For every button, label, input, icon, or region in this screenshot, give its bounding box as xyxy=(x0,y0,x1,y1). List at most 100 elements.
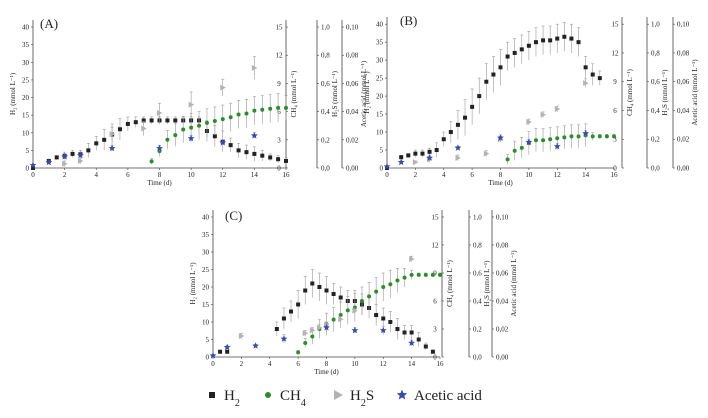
h2-point xyxy=(70,151,75,156)
acetic-point xyxy=(223,343,231,351)
ch4-series xyxy=(296,268,442,355)
acetic-tick-label: 0,08 xyxy=(346,52,359,60)
h2-point xyxy=(102,137,107,142)
ch4-series xyxy=(149,93,288,165)
h2s-point xyxy=(526,118,532,125)
ch4-point xyxy=(268,106,273,111)
h2s-tick-label: 0,2 xyxy=(321,136,330,144)
ch4-point xyxy=(244,111,249,116)
ch4-point xyxy=(173,133,178,138)
ch4-tick-label: 9 xyxy=(433,270,437,278)
h2-point xyxy=(519,47,524,52)
ch4-point xyxy=(416,272,421,277)
legend-item-h2s: H2S xyxy=(334,388,374,409)
h2-point xyxy=(512,50,517,55)
h2s-point xyxy=(141,125,147,132)
h2s-point xyxy=(338,316,344,323)
ch4-point xyxy=(374,289,379,294)
h2s-point xyxy=(109,131,116,138)
h2-tick-label: 15 xyxy=(202,301,210,309)
ch4-point xyxy=(352,305,357,310)
acetic-point xyxy=(45,158,53,166)
ch4-point xyxy=(181,127,186,132)
legend-label: H2S xyxy=(350,388,374,409)
acetic-tick-label: 0,10 xyxy=(346,24,359,32)
h2s-point xyxy=(455,154,461,161)
x-tick-label: 0 xyxy=(385,171,389,179)
h2-point xyxy=(470,104,475,109)
acetic-tick-label: 0,04 xyxy=(677,107,690,115)
h2-point xyxy=(406,153,411,158)
h2-point xyxy=(388,320,393,324)
x-axis-title: Time (d) xyxy=(488,179,513,187)
acetic-tick-label: 0,06 xyxy=(677,78,690,86)
ch4-tick-label: 6 xyxy=(433,298,437,306)
ch4-point xyxy=(204,120,209,125)
h2-point xyxy=(303,288,308,293)
h2-point xyxy=(484,79,489,84)
ch4-point xyxy=(423,272,428,277)
h2-point xyxy=(212,134,217,139)
h2-point xyxy=(569,36,574,41)
ch4-tick-label: 3 xyxy=(433,326,437,334)
ch4-point xyxy=(612,134,616,139)
h2-point xyxy=(395,327,400,331)
h2-point xyxy=(338,295,343,300)
h2-point xyxy=(399,155,404,160)
x-tick-label: 10 xyxy=(351,360,359,368)
ch4-point xyxy=(519,145,524,150)
ch4-point xyxy=(296,350,301,355)
h2s-point xyxy=(483,150,490,157)
ch4-point xyxy=(197,123,202,128)
h2-point xyxy=(274,327,279,331)
acetic-point xyxy=(29,161,37,169)
acetic-tick-label: 0,04 xyxy=(496,298,509,306)
legend: H2 CH4 H2S Acetic acid xyxy=(209,388,482,409)
h2-point xyxy=(374,313,379,317)
h2-series xyxy=(31,116,288,170)
acetic-tick-label: 0,06 xyxy=(346,80,359,88)
h2-tick-label: 25 xyxy=(202,266,210,274)
h2-tick-label: 35 xyxy=(376,39,384,47)
ch4-tick-label: 9 xyxy=(277,80,281,88)
h2-point xyxy=(413,151,418,156)
h2-point xyxy=(548,38,553,43)
panel-label: (B) xyxy=(400,13,417,28)
h2-point xyxy=(125,121,130,126)
ch4-point xyxy=(597,134,602,139)
h2-tick-label: 10 xyxy=(202,319,210,327)
acetic-axis-title: Acetic acid (mmol L⁻¹) xyxy=(691,59,699,126)
acetic-point xyxy=(397,158,405,166)
h2-point xyxy=(133,120,138,125)
h2-point xyxy=(281,316,286,321)
ch4-point xyxy=(604,134,609,139)
h2-tick-label: 40 xyxy=(376,21,384,29)
acetic-tick-label: 0,00 xyxy=(677,165,690,173)
ch4-point xyxy=(228,115,233,120)
legend-triangle-icon xyxy=(334,390,343,400)
x-tick-label: 2 xyxy=(240,360,244,368)
ch4-point xyxy=(576,134,581,139)
h2s-point xyxy=(62,160,68,167)
ch4-tick-label: 6 xyxy=(277,108,281,116)
h2-point xyxy=(409,330,414,335)
x-tick-label: 12 xyxy=(554,171,562,179)
acetic-point xyxy=(156,144,163,152)
x-tick-label: 6 xyxy=(296,360,300,368)
h2-point xyxy=(296,302,301,307)
h2-tick-label: 20 xyxy=(376,93,384,101)
h2-tick-label: 35 xyxy=(22,41,30,49)
h2-point xyxy=(555,36,560,41)
ch4-point xyxy=(303,341,308,345)
h2-tick-label: 5 xyxy=(26,147,30,155)
x-tick-label: 14 xyxy=(408,360,416,368)
ch4-point xyxy=(260,107,265,112)
ch4-point xyxy=(569,134,574,139)
x-axis-title: Time (d) xyxy=(147,179,172,187)
h2s-point xyxy=(583,80,589,87)
ch4-point xyxy=(284,105,288,110)
panel-label: (A) xyxy=(40,16,58,31)
panel-label: (C) xyxy=(225,208,242,223)
